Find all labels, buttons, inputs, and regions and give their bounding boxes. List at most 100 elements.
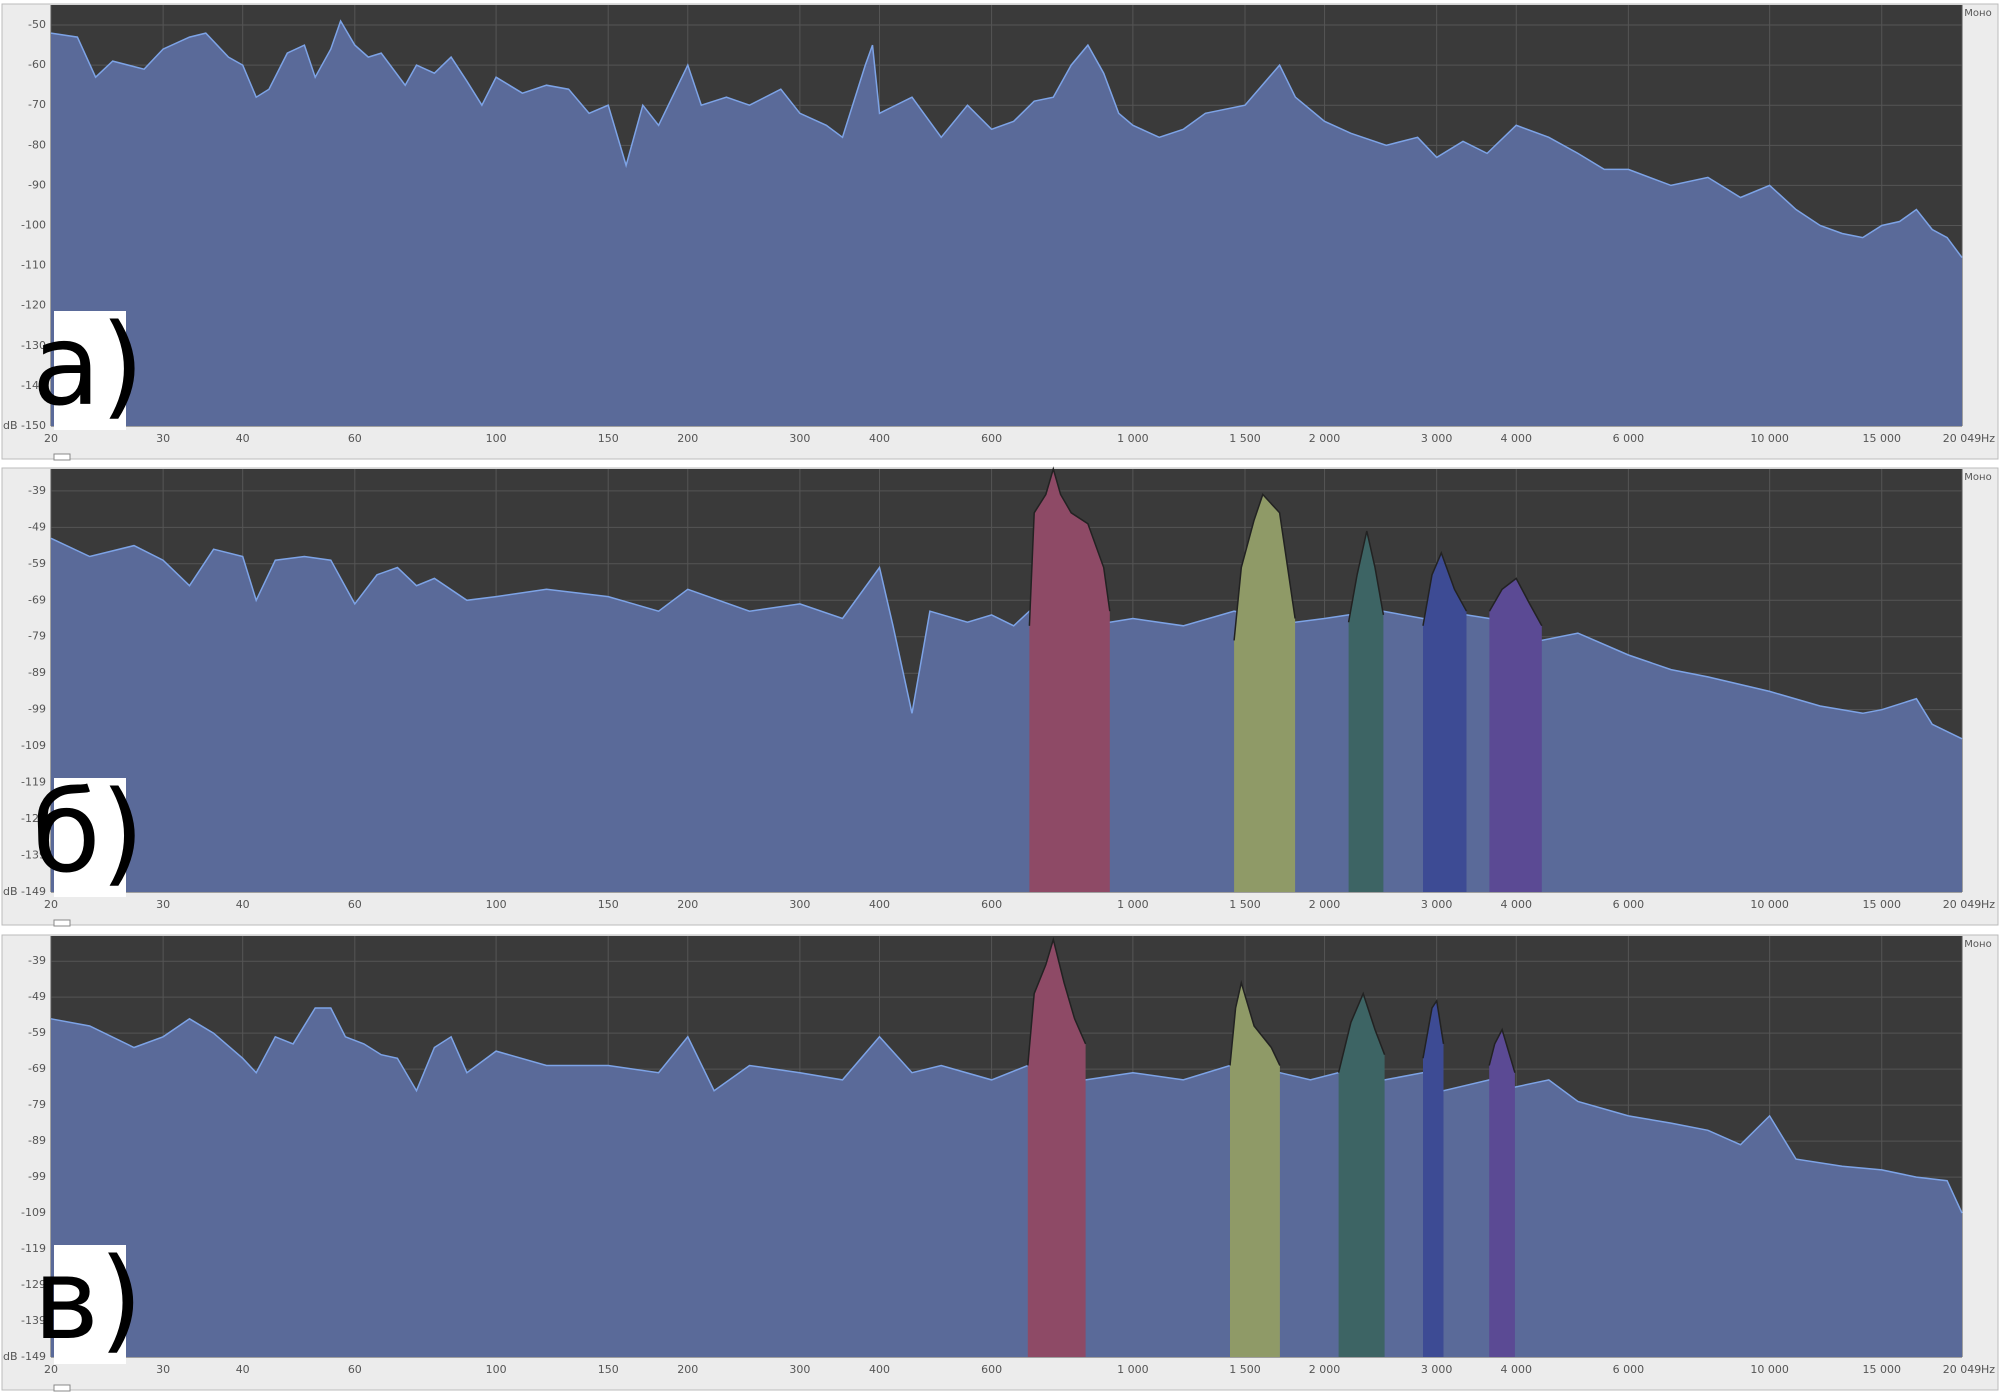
y-tick-label: -139 [21,1314,46,1327]
x-tick-label: 4 000 [1500,898,1532,911]
x-tick-label: 15 000 [1863,898,1902,911]
band-area [1234,494,1296,892]
y-tick-label: dB -150 [3,419,46,432]
x-tick-label: 100 [486,1363,507,1376]
x-tick-label: 10 000 [1750,1363,1789,1376]
y-tick-label: -70 [28,98,46,111]
x-tick-label: 1 500 [1229,432,1261,445]
label-box [54,311,126,430]
channel-label: Моно [1964,8,1991,19]
x-tick-label: 150 [598,898,619,911]
y-tick-label: -79 [28,1098,46,1111]
band-line [1488,577,1543,627]
x-tick-label: 600 [981,898,1002,911]
y-tick-label: -89 [28,1134,46,1147]
x-tick-label: 3 000 [1421,898,1453,911]
x-tick-label: 6 000 [1613,898,1645,911]
x-tick-label: 400 [869,898,890,911]
band-line [1422,998,1445,1059]
x-tick-label: 6 000 [1613,1363,1645,1376]
band-area [1489,578,1542,892]
x-tick-label: 300 [789,432,810,445]
x-tick-label: 60 [348,432,362,445]
y-tick-label: -59 [28,557,46,570]
y-tick-label: -80 [28,138,46,151]
y-tick-label: -99 [28,1170,46,1183]
y-tick-label: -110 [21,259,46,272]
band-line [1233,493,1296,641]
y-tick-label: -69 [28,1062,46,1075]
x-tick-label: 4 000 [1500,432,1532,445]
x-tick-label: 600 [981,1363,1002,1376]
x-tick-label: 15 000 [1863,1363,1902,1376]
y-tick-label: -90 [28,178,46,191]
x-tick-label: 15 000 [1863,432,1902,445]
x-tick-label: 100 [486,898,507,911]
x-tick-label: 20 [44,898,58,911]
y-tick-label: -139 [21,849,46,862]
scroll-handle [53,1384,71,1392]
band-area [1230,982,1280,1357]
x-tick-label: 6 000 [1613,432,1645,445]
scroll-handle [53,453,71,461]
x-unit: Hz [1981,1363,1995,1376]
x-tick-label: 60 [348,1363,362,1376]
spectrum-area [51,21,1962,426]
band-area [1348,531,1384,892]
y-tick-label: -59 [28,1026,46,1039]
y-tick-label: -49 [28,990,46,1003]
x-unit: Hz [1981,898,1995,911]
band-line [1027,936,1087,1066]
x-tick-label: 2 000 [1309,432,1341,445]
band-line [1347,530,1385,623]
spectrum-line [50,537,1963,740]
y-tick-label: -109 [21,739,46,752]
panel-label: а) [32,301,144,431]
y-tick-label: -129 [21,1278,46,1291]
x-unit: Hz [1981,432,1995,445]
label-box [54,1245,126,1364]
y-tick-label: -140 [21,379,46,392]
scroll-handle [53,919,71,927]
x-tick-label: 60 [348,898,362,911]
band-line [1488,1027,1516,1073]
x-tick-label: 300 [789,1363,810,1376]
y-tick-label: -129 [21,812,46,825]
channel-label: Моно [1964,939,1991,950]
spectrum-line [50,1007,1963,1214]
y-tick-label: -49 [28,520,46,533]
x-tick-label: 1 000 [1117,1363,1149,1376]
y-tick-label: -89 [28,666,46,679]
spectrum-area [51,538,1962,892]
x-tick-label: 1 500 [1229,1363,1261,1376]
band-area [1423,1000,1444,1357]
x-tick-label: 2 000 [1309,898,1341,911]
y-tick-label: dB -149 [3,1350,46,1363]
x-tick-label: 20 049 [1943,432,1982,445]
x-tick-label: 20 049 [1943,898,1982,911]
y-tick-label: -130 [21,339,46,352]
x-tick-label: 30 [156,1363,170,1376]
x-tick-label: 20 [44,432,58,445]
y-tick-label: -60 [28,58,46,71]
x-tick-label: 40 [236,432,250,445]
x-tick-label: 400 [869,1363,890,1376]
y-tick-label: -50 [28,18,46,31]
x-tick-label: 100 [486,432,507,445]
x-tick-label: 1 000 [1117,432,1149,445]
x-tick-label: 200 [677,1363,698,1376]
panel-label: б) [32,768,145,898]
x-tick-label: 40 [236,898,250,911]
band-area [1029,469,1110,892]
x-tick-label: 40 [236,1363,250,1376]
label-box [54,778,126,897]
x-tick-label: 1 000 [1117,898,1149,911]
spectrum-area [51,1008,1962,1357]
y-tick-label: -79 [28,630,46,643]
band-area [1338,993,1385,1357]
x-tick-label: 300 [789,898,810,911]
x-tick-label: 3 000 [1421,432,1453,445]
y-tick-label: -39 [28,484,46,497]
x-tick-label: 20 049 [1943,1363,1982,1376]
